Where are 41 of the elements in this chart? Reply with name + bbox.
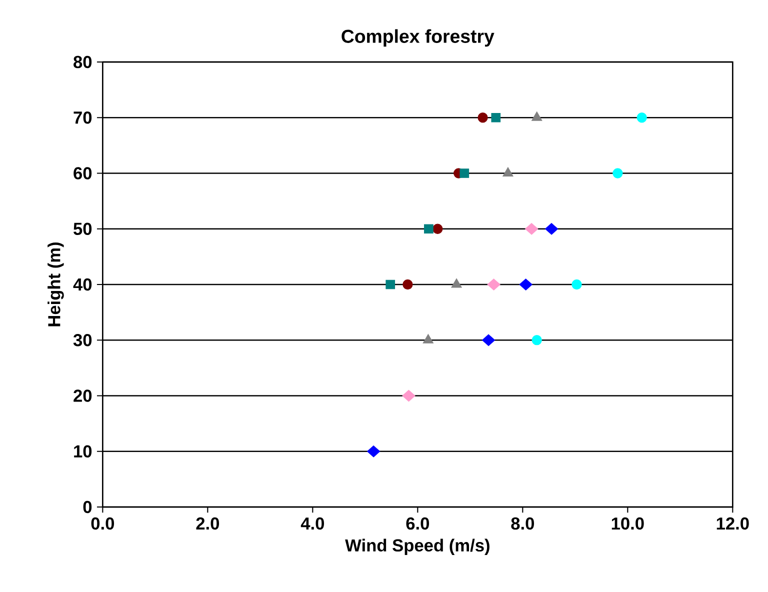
x-tick-label: 12.0 [716, 517, 749, 530]
x-axis-title: Wind Speed (m/s) [345, 538, 490, 555]
y-tick-label: 70 [74, 111, 92, 124]
point [402, 279, 413, 290]
point [525, 223, 538, 235]
point [487, 278, 500, 290]
point [402, 390, 416, 402]
y-tick-label: 80 [74, 56, 92, 68]
point [482, 334, 496, 346]
point [491, 112, 501, 122]
x-tick-label: 4.0 [300, 517, 324, 530]
point [422, 334, 434, 344]
y-tick-label: 10 [74, 445, 92, 458]
y-tick-label: 0 [83, 500, 92, 514]
point [612, 168, 623, 178]
point [432, 224, 443, 234]
point [531, 111, 542, 121]
x-tick-label: 10.0 [612, 517, 644, 530]
x-tick-label: 6.0 [406, 517, 430, 530]
y-tick-label: 60 [74, 167, 92, 180]
point [478, 112, 488, 123]
point [367, 445, 380, 458]
x-tick-label: 2.0 [196, 517, 220, 530]
y-tick-label: 50 [74, 222, 92, 236]
y-tick-label: 20 [74, 390, 92, 402]
point [451, 278, 462, 288]
x-tick-label: 0.0 [91, 517, 114, 530]
point [386, 280, 396, 290]
y-axis-title: Height (m) [48, 242, 64, 326]
x-tick-label: 8.0 [511, 517, 534, 530]
point [519, 278, 532, 290]
y-tick-label: 30 [73, 334, 92, 346]
point [502, 167, 514, 176]
y-tick-label: 40 [73, 278, 92, 291]
point [544, 223, 558, 235]
point [572, 279, 582, 290]
point [532, 335, 542, 346]
point [424, 224, 434, 234]
chart-title: Complex forestry [342, 29, 494, 47]
point [636, 112, 647, 123]
point [460, 168, 470, 178]
